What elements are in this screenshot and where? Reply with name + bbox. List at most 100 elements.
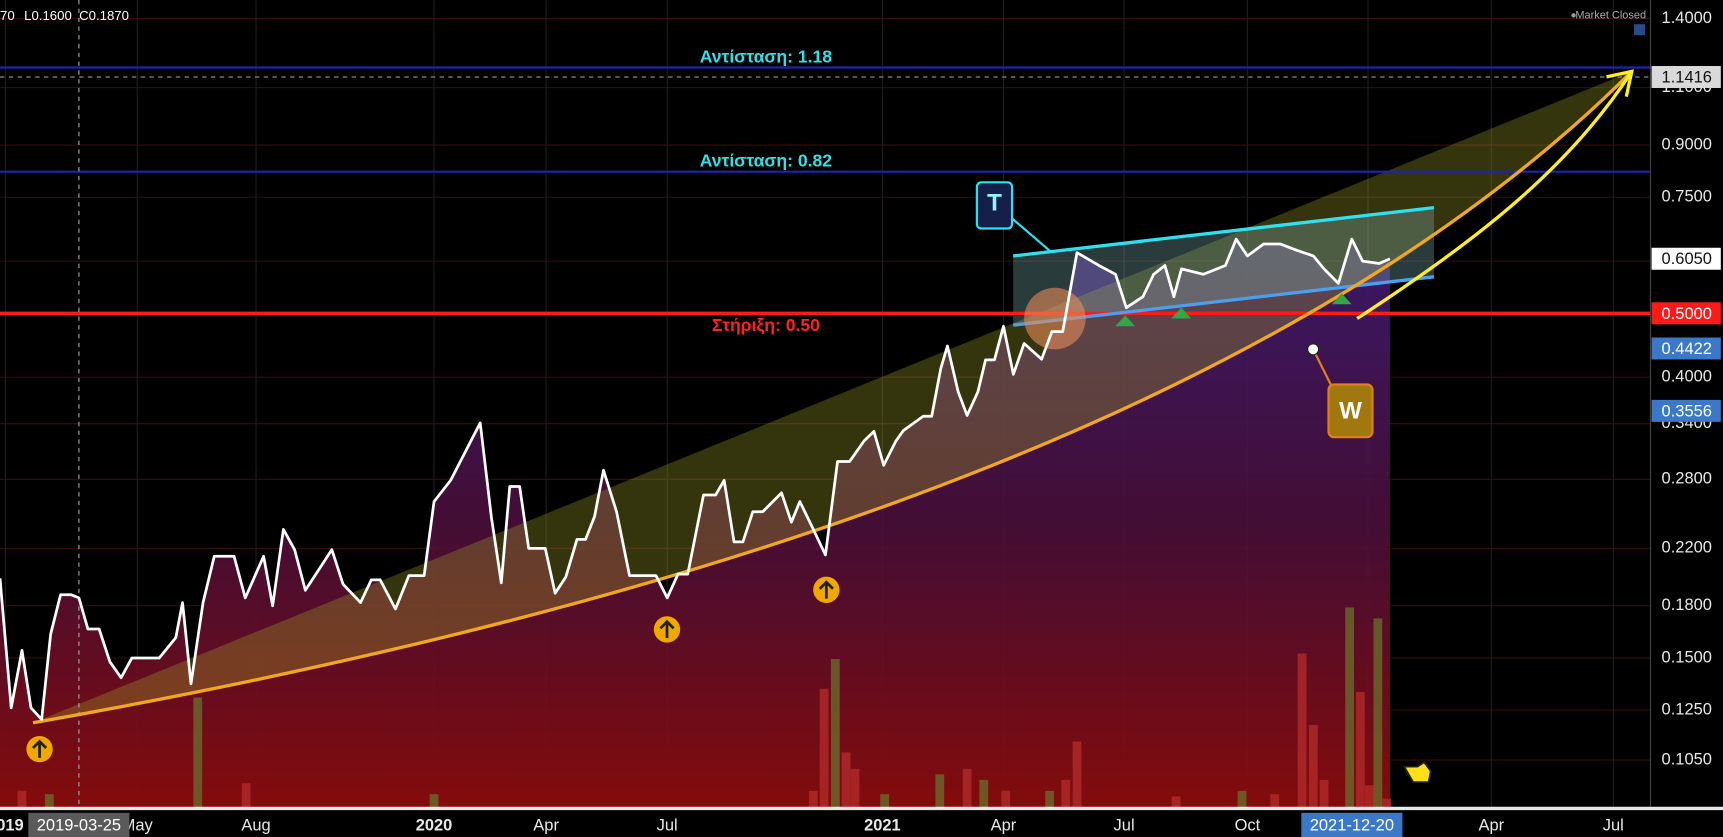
- x-tick-label: 2020: [416, 816, 453, 834]
- volume-bar: [17, 790, 27, 808]
- date-label: 2021-12-20: [1310, 816, 1394, 834]
- volume-bar: [1045, 790, 1055, 808]
- date-label-box: [28, 812, 130, 837]
- volume-bar: [1364, 785, 1374, 808]
- volume-bar: [241, 783, 251, 808]
- y-tick-label: 0.1050: [1662, 750, 1712, 768]
- price-area: [0, 239, 1390, 808]
- volume-bar: [44, 794, 54, 808]
- channel-top: [1012, 205, 1435, 258]
- callout-box: [975, 181, 1014, 230]
- anchor-point: [1307, 343, 1320, 356]
- callout-box: [1327, 383, 1374, 439]
- arrow-icon: [813, 576, 840, 604]
- x-tick-label: Aug: [241, 816, 270, 834]
- market-status: Market Closed: [1575, 9, 1646, 21]
- x-tick-label: Apr: [1478, 816, 1504, 834]
- area-layer: [0, 239, 1390, 808]
- volume-bar: [1270, 794, 1280, 808]
- volume-bar: [193, 697, 203, 808]
- x-tick-label: May: [122, 816, 154, 834]
- x-tick-label: Jul: [657, 816, 678, 834]
- price-label: 0.3556: [1662, 402, 1712, 420]
- support-curve: [32, 70, 1633, 725]
- volume-bar: [841, 752, 851, 808]
- level-label: Αντίσταση: 0.82: [700, 150, 833, 170]
- volume-bar: [880, 794, 890, 808]
- volume-bar: [962, 768, 972, 808]
- hand-icon: [1402, 761, 1432, 783]
- volume-layer: [17, 607, 1392, 808]
- y-tick-label: 0.1500: [1662, 648, 1712, 666]
- volume-bar: [819, 688, 829, 808]
- volume-bar: [1373, 618, 1383, 808]
- level-lines: [0, 0, 1651, 808]
- callout-label: T: [987, 190, 1002, 217]
- volume-bar: [1345, 607, 1355, 808]
- price-label-box: [1651, 302, 1721, 325]
- price-label-box: [1651, 247, 1721, 270]
- arrow-icon: [26, 735, 53, 763]
- marker: [1115, 315, 1136, 327]
- price-layer: [0, 237, 1391, 721]
- volume-bar: [429, 794, 439, 808]
- date-label-box: [1301, 812, 1403, 837]
- volume-bar: [830, 659, 840, 808]
- ohlc-value: C0.1870: [79, 8, 129, 23]
- marker: [1171, 307, 1192, 319]
- volume-bar: [1355, 692, 1365, 808]
- x-tick-label: Jul: [1114, 816, 1135, 834]
- arrow-icon: [653, 616, 681, 643]
- volume-bar: [979, 779, 989, 808]
- status-dot: [1571, 13, 1576, 18]
- ohlc-value: L0.1600: [24, 8, 72, 23]
- volume-bar: [1382, 798, 1392, 808]
- y-tick-label: 0.1800: [1662, 596, 1712, 614]
- volume-bar: [935, 774, 945, 808]
- axis-layer: 1.40001.10000.90000.75000.60000.50000.40…: [0, 9, 1721, 837]
- target-curve: [1356, 70, 1634, 320]
- info-icon: [1633, 24, 1645, 36]
- y-tick-label: 0.9000: [1662, 135, 1712, 153]
- y-tick-label: 1.4000: [1662, 9, 1712, 27]
- x-tick-label: Jul: [1603, 816, 1624, 834]
- x-tick-label: Apr: [533, 816, 559, 834]
- volume-bar: [1237, 790, 1247, 808]
- y-tick-label: 0.2200: [1662, 539, 1712, 557]
- price-label-box: [1651, 66, 1721, 88]
- date-label: 2019-03-25: [37, 816, 121, 834]
- volume-bar: [1297, 653, 1307, 808]
- volume-bar: [1171, 796, 1181, 808]
- x-tick-label: Apr: [991, 816, 1017, 834]
- volume-bar: [1061, 779, 1071, 808]
- volume-bar: [1072, 741, 1082, 808]
- markers: T W: [26, 181, 1432, 783]
- level-label: Αντίσταση: 1.18: [700, 46, 833, 66]
- y-tick-label: 0.4000: [1662, 368, 1712, 386]
- ohlc-value: 70: [0, 8, 15, 23]
- arrow-head: [1606, 69, 1634, 98]
- y-tick-label: 0.2800: [1662, 470, 1712, 488]
- highlight-circle: [1024, 287, 1086, 350]
- marker: [1331, 293, 1352, 305]
- price-line: [0, 237, 1391, 721]
- price-label-box: [1651, 337, 1721, 360]
- level-label: Στήριξη: 0.50: [712, 315, 820, 336]
- volume-bar: [1001, 790, 1011, 808]
- price-label-box: [1651, 399, 1721, 422]
- price-label: 0.5000: [1662, 305, 1712, 323]
- price-label: 1.1416: [1662, 68, 1712, 86]
- volume-bar: [1319, 779, 1329, 808]
- time-axis: [0, 810, 1723, 837]
- x-tick-label: 2019: [0, 816, 24, 834]
- volume-bar: [1308, 724, 1318, 808]
- volume-bar: [850, 768, 860, 808]
- price-label: 0.4422: [1662, 340, 1712, 358]
- callout-label: W: [1339, 397, 1362, 424]
- callout-pointer: [1010, 216, 1051, 252]
- volume-bar: [808, 790, 818, 808]
- y-tick-label: 0.7500: [1662, 188, 1712, 206]
- x-tick-label: 2021: [864, 816, 901, 834]
